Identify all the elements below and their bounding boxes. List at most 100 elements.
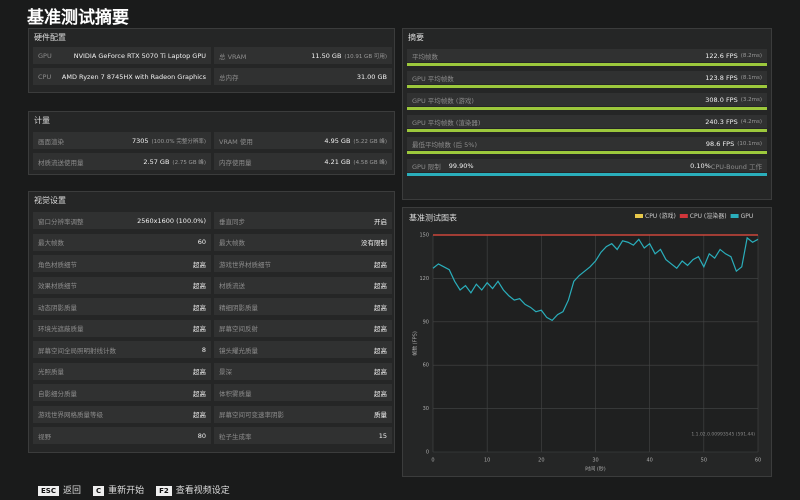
setting-row: 体积雾质量 超高: [214, 384, 392, 401]
bar: [407, 173, 767, 176]
value: 超高: [374, 325, 387, 333]
setting-row: 垂直同步 开启: [214, 212, 392, 229]
label: 垂直同步: [219, 217, 245, 226]
footer-item: ESC 返回: [38, 483, 81, 496]
y-tick-label: 0: [426, 450, 429, 456]
panel-heading: 摘要: [408, 33, 424, 42]
key-cap: ESC: [38, 486, 59, 496]
footer: ESC 返回 C 重新开始 F2 查看视频设定: [38, 483, 230, 496]
label: 平均帧数: [412, 52, 438, 61]
bar: [407, 63, 767, 66]
setting-row: 总内存 31.00 GB: [214, 68, 392, 85]
setting-row: 景深 超高: [214, 362, 392, 380]
label: 自影细分质量: [38, 389, 77, 398]
label: 最大帧数: [219, 239, 245, 247]
setting-row: 最大帧数 没有限制: [214, 233, 392, 251]
setting-row: 游戏世界材质细节 超高: [214, 255, 392, 272]
note: (10.91 GB 可用): [344, 53, 387, 60]
annotation: 1.1.02.0.00993545 (591.44): [691, 432, 755, 438]
label: 精细阴影质量: [219, 303, 258, 312]
value: 4.21 GB: [324, 157, 351, 166]
panel-heading: 视觉设置: [34, 196, 66, 205]
x-tick-label: 50: [701, 458, 707, 464]
label: 总 VRAM: [219, 52, 247, 61]
value: 98.6 FPS: [705, 139, 735, 148]
label: 镜头耀光质量: [219, 346, 258, 355]
x-axis-label: 时间 (秒): [585, 466, 606, 473]
value: 超高: [374, 346, 387, 355]
label: 动态阴影质量: [38, 303, 77, 312]
action: 查看视频设定: [175, 486, 230, 496]
setting-row: 自影细分质量 超高: [33, 384, 211, 401]
label: 环境光遮蔽质量: [38, 325, 84, 333]
legend-label: CPU (渲染器): [690, 212, 727, 220]
label: 景深: [219, 368, 232, 376]
bar: [407, 85, 767, 88]
legend-swatch: [679, 214, 688, 218]
action: 返回: [62, 486, 81, 496]
setting-row: 屏幕空间可变速率阴影 质量: [214, 405, 392, 423]
value: 308.0 FPS: [705, 95, 738, 104]
x-tick-label: 40: [646, 458, 652, 464]
setting-row: 内存使用量 4.21 GB (4.58 GB 峰): [214, 153, 392, 170]
x-tick-label: 0: [431, 458, 434, 464]
label: 内存使用量: [219, 158, 252, 167]
setting-row: 粒子生成率 15: [214, 427, 392, 444]
action: 重新开始: [108, 486, 145, 496]
value: 超高: [193, 282, 206, 290]
value: 质量: [374, 411, 387, 419]
key-cap: F2: [156, 486, 172, 496]
setting-row: 镜头耀光质量 超高: [214, 341, 392, 358]
value: 超高: [193, 411, 206, 419]
x-tick-label: 60: [755, 458, 761, 464]
metrics-panel: 计量 画面渲染 7305 (100.0% 完整分辨率) VRAM 使用 4.95 GB (5…: [28, 111, 395, 175]
value: 开启: [374, 217, 387, 226]
label: GPU 平均帧数 (游戏): [412, 96, 474, 105]
value: 2560x1600 (100.0%): [137, 216, 206, 225]
setting-row: 屏幕空间全局照明射线计数 8: [33, 341, 211, 358]
value: 11.50 GB: [311, 51, 342, 60]
setting-row: 视野 80: [33, 427, 211, 444]
setting-row: 窗口分辨率调整 2560x1600 (100.0%): [33, 212, 211, 229]
setting-row: 画面渲染 7305 (100.0% 完整分辨率): [33, 132, 211, 149]
label: GPU 限制: [412, 162, 441, 171]
label: 体积雾质量: [219, 389, 252, 398]
setting-row: 总 VRAM 11.50 GB (10.91 GB 可用): [214, 47, 392, 64]
value: 没有限制: [361, 239, 387, 247]
label: 窗口分辨率调整: [38, 217, 84, 226]
setting-row: 精细阴影质量 超高: [214, 298, 392, 315]
value: 15: [378, 431, 387, 440]
setting-row: GPU NVIDIA GeForce RTX 5070 Ti Laptop GPU: [33, 47, 211, 64]
summary-row: GPU 平均帧数 (游戏) 308.0 FPS (3.2ms): [407, 93, 767, 106]
key-cap: C: [92, 486, 105, 496]
note: (2.75 GB 峰): [172, 159, 206, 166]
value: 8: [201, 345, 206, 354]
label: 屏幕空间可变速率阴影: [219, 411, 284, 419]
x-tick-label: 30: [592, 458, 598, 464]
panel-heading: 计量: [34, 116, 50, 125]
note: (8.1ms): [740, 74, 762, 81]
setting-row: 屏幕空间反射 超高: [214, 319, 392, 337]
summary-row: 最低平均帧数 (后 5%) 98.6 FPS (10.1ms): [407, 137, 767, 150]
setting-row: CPU AMD Ryzen 7 8745HX with Radeon Graphi…: [33, 68, 211, 85]
label: 画面渲染: [38, 137, 64, 146]
summary-row: GPU 平均帧数 (渲染器) 240.3 FPS (4.2ms): [407, 115, 767, 128]
value: 7305: [131, 136, 149, 145]
y-tick-label: 90: [423, 319, 429, 325]
setting-row: 游戏世界网格质量等级 超高: [33, 405, 211, 423]
series-line: [432, 236, 759, 322]
setting-row: 角色材质细节 超高: [33, 255, 211, 272]
note: (100.0% 完整分辨率): [151, 138, 206, 145]
label: 粒子生成率: [219, 432, 252, 441]
label: 屏幕空间全局照明射线计数: [38, 346, 116, 355]
label: 视野: [38, 432, 51, 441]
note: (3.2ms): [740, 96, 762, 103]
note: (8.2ms): [740, 52, 762, 59]
label: 光照质量: [38, 368, 64, 376]
legend-label: CPU (游戏): [645, 212, 676, 220]
value: 超高: [193, 368, 206, 376]
bar: [407, 151, 767, 154]
label: 屏幕空间反射: [219, 325, 258, 333]
label: 游戏世界网格质量等级: [38, 411, 103, 419]
value: 60: [197, 238, 206, 246]
